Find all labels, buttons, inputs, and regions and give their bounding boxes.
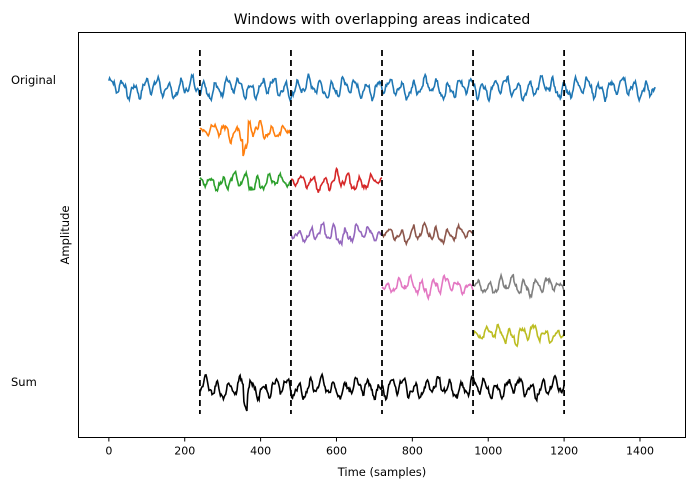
row-label-original: Original bbox=[11, 73, 56, 87]
series-line-window-1 bbox=[199, 119, 292, 157]
x-tick-label: 800 bbox=[402, 445, 423, 458]
x-tick-label: 1200 bbox=[550, 445, 578, 458]
x-axis: 0 200 400 600 800 1000 1200 1400 bbox=[105, 437, 654, 458]
y-axis-label: Amplitude bbox=[58, 206, 72, 265]
series-line-window-3 bbox=[290, 166, 383, 193]
series-line-window-7 bbox=[473, 272, 565, 300]
series-line-window-5 bbox=[381, 221, 474, 247]
series-line-original bbox=[108, 72, 656, 104]
series-line-window-4 bbox=[290, 221, 383, 248]
x-tick-label: 600 bbox=[326, 445, 347, 458]
window-boundaries bbox=[198, 50, 565, 414]
series-line-window-6 bbox=[381, 273, 474, 302]
x-axis-label: Time (samples) bbox=[337, 465, 427, 479]
x-tick-label: 1000 bbox=[474, 445, 502, 458]
x-tick-label: 400 bbox=[250, 445, 271, 458]
x-tick-label: 200 bbox=[174, 445, 195, 458]
series-line-window-8 bbox=[472, 323, 565, 348]
x-tick-label: 1400 bbox=[626, 445, 654, 458]
row-label-sum: Sum bbox=[11, 375, 37, 389]
plot-area bbox=[78, 32, 686, 438]
series-line-window-2 bbox=[199, 169, 292, 193]
chart-title: Windows with overlapping areas indicated bbox=[234, 12, 530, 28]
x-tick-label: 0 bbox=[105, 445, 112, 458]
